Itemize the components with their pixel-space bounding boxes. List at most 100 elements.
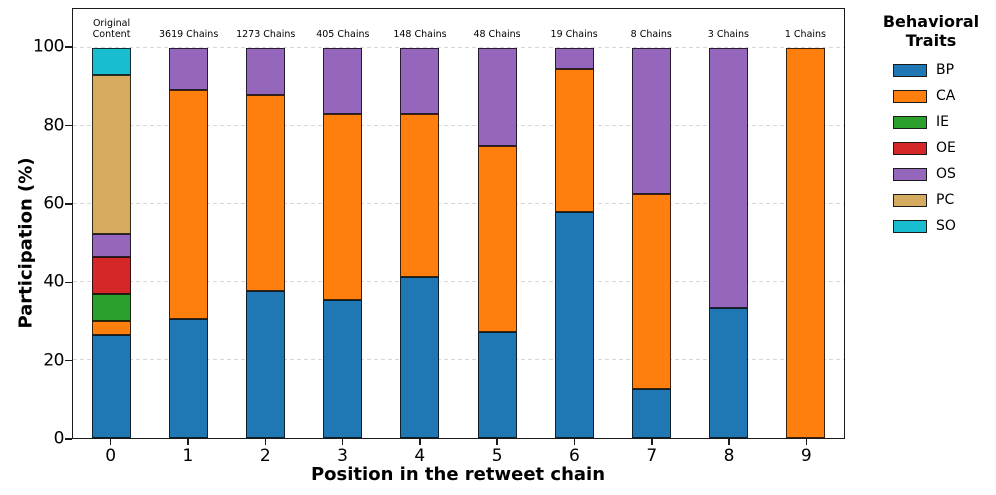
gridline-60 <box>73 203 844 204</box>
legend-label-BP: BP <box>936 62 955 78</box>
x-axis-label: Position in the retweet chain <box>310 464 606 485</box>
legend-swatch-OS <box>893 167 927 181</box>
bar-1-segment-OS <box>169 48 209 90</box>
y-tick-label-40: 40 <box>43 271 64 292</box>
bar-7-segment-OS <box>631 48 671 195</box>
legend-swatch-IE <box>893 115 927 129</box>
bar-7-segment-CA <box>631 194 671 390</box>
bar-2-annotation: 1273 Chains <box>227 13 304 40</box>
y-tick-label-100: 100 <box>33 36 64 57</box>
bar-0-annotation: Original Content <box>73 13 150 40</box>
x-tick-label-5: 5 <box>491 446 503 466</box>
legend-entry-IE: IE <box>866 109 996 135</box>
legend-label-PC: PC <box>936 192 955 208</box>
x-tick-label-9: 9 <box>800 446 812 466</box>
bar-8-segment-BP <box>708 308 748 438</box>
bar-0-segment-OE <box>92 256 131 294</box>
bar-1-annotation: 3619 Chains <box>150 13 227 40</box>
legend-label-CA: CA <box>936 88 956 104</box>
bar-0-segment-BP <box>92 335 131 438</box>
x-tick-8 <box>728 439 730 445</box>
x-tick-label-2: 2 <box>259 446 271 466</box>
bar-3-segment-CA <box>323 113 363 300</box>
bar-annotation-line: 1 Chains <box>784 29 827 40</box>
y-tick-label-20: 20 <box>43 350 64 371</box>
legend-entry-OE: OE <box>866 135 996 161</box>
legend-entry-SO: SO <box>866 213 996 239</box>
bar-annotation-line: 405 Chains <box>316 29 370 40</box>
legend-label-OS: OS <box>936 166 956 182</box>
bar-3-segment-BP <box>323 299 363 438</box>
y-tick-label-60: 60 <box>43 193 64 214</box>
bar-1-segment-BP <box>169 319 209 438</box>
legend-entry-CA: CA <box>866 83 996 109</box>
bar-4-annotation: 148 Chains <box>381 13 458 40</box>
bar-3-segment-OS <box>323 48 363 114</box>
legend: Behavioral Traits BP CA IE OE OS PC SO <box>866 12 996 239</box>
x-tick-0 <box>109 439 112 445</box>
gridline-80 <box>73 125 844 126</box>
y-tick-label-80: 80 <box>43 115 64 136</box>
bar-6-segment-OS <box>554 48 594 69</box>
bar-0-segment-PC <box>92 75 131 235</box>
y-tick-80 <box>65 124 72 127</box>
x-tick-7 <box>651 439 653 445</box>
bar-annotation-line: 3619 Chains <box>158 29 219 40</box>
bar-2-segment-CA <box>246 94 286 291</box>
bar-annotation-line: 19 Chains <box>550 29 598 40</box>
x-tick-1 <box>187 439 189 445</box>
bar-9-annotation: 1 Chains <box>767 13 844 40</box>
bar-8-segment-OS <box>708 48 748 309</box>
bar-4-segment-OS <box>400 48 440 115</box>
x-tick-label-4: 4 <box>414 446 426 466</box>
legend-title: Behavioral Traits <box>882 12 980 50</box>
legend-label-IE: IE <box>936 114 949 130</box>
x-tick-4 <box>419 439 421 445</box>
legend-entry-PC: PC <box>866 187 996 213</box>
x-tick-label-6: 6 <box>569 446 580 466</box>
gridline-100 <box>73 47 844 48</box>
legend-label-SO: SO <box>936 218 956 234</box>
y-axis-label: Participation (%) <box>15 157 37 329</box>
bar-6-segment-BP <box>554 212 594 438</box>
bar-0-segment-OS <box>92 234 131 257</box>
bar-9-segment-CA <box>785 48 825 438</box>
x-tick-5 <box>496 439 498 445</box>
bar-5-segment-CA <box>477 145 517 333</box>
bar-4-segment-CA <box>400 114 440 277</box>
x-tick-label-3: 3 <box>337 446 348 466</box>
x-tick-label-0: 0 <box>105 446 117 466</box>
bar-8-annotation: 3 Chains <box>690 13 767 40</box>
x-tick-9 <box>805 439 808 445</box>
bar-5-segment-BP <box>477 332 517 438</box>
bar-7-segment-BP <box>631 389 671 438</box>
legend-swatch-OE <box>893 141 927 155</box>
y-tick-60 <box>65 203 72 205</box>
bar-annotation-line: 8 Chains <box>630 29 672 40</box>
bar-0-segment-CA <box>92 321 131 336</box>
gridline-20 <box>73 359 844 360</box>
legend-entry-BP: BP <box>866 57 996 83</box>
bar-2-segment-OS <box>246 48 286 95</box>
legend-swatch-PC <box>893 193 927 207</box>
x-tick-2 <box>264 439 266 445</box>
x-tick-6 <box>573 439 576 445</box>
x-tick-label-8: 8 <box>723 446 735 466</box>
y-tick-40 <box>65 281 72 284</box>
bar-annotation-line: Content <box>92 29 131 40</box>
legend-swatch-CA <box>893 89 927 103</box>
legend-entries: BP CA IE OE OS PC SO <box>866 57 996 239</box>
legend-swatch-BP <box>893 63 927 77</box>
x-tick-label-7: 7 <box>646 446 658 466</box>
y-tick-0 <box>65 438 72 440</box>
bar-annotation-line: 48 Chains <box>473 29 521 40</box>
bar-6-segment-CA <box>554 68 594 213</box>
x-tick-label-1: 1 <box>182 446 194 466</box>
y-tick-label-0: 0 <box>53 428 65 449</box>
bar-1-segment-CA <box>169 89 209 320</box>
bar-annotation-line: 3 Chains <box>707 29 749 40</box>
legend-entry-OS: OS <box>866 161 996 187</box>
y-tick-20 <box>65 359 72 362</box>
bar-2-segment-BP <box>246 290 286 438</box>
bar-4-segment-BP <box>400 276 440 438</box>
